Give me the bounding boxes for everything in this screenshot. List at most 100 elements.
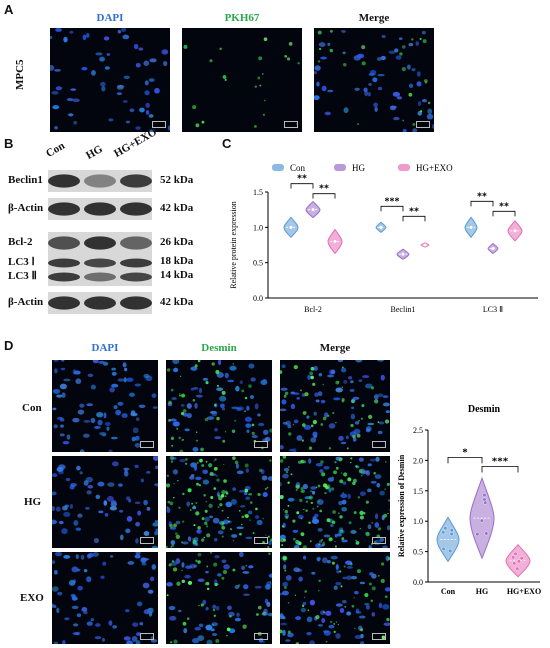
- c-point: [289, 225, 293, 229]
- c-legend-swatch: [398, 164, 410, 171]
- band-kda-4: 14 kDa: [160, 269, 194, 281]
- c-point: [491, 247, 495, 251]
- desmin-expression-chart: Desmin 0.0 0.5 1.0 1.5 2.0 2.5 Relative express…: [397, 404, 541, 596]
- c-ylabel: Relative protein expression: [229, 201, 238, 289]
- panel-a-row-label: MPC5: [14, 59, 26, 90]
- panel-label-a: A: [4, 2, 14, 17]
- c-ytick-label: 1.5: [253, 188, 263, 197]
- d-point: [511, 555, 516, 560]
- blot-band: [48, 272, 80, 282]
- blot-band: [48, 296, 80, 310]
- d-point: [482, 493, 487, 498]
- d-ytick-label: 2.0: [413, 456, 423, 465]
- western-blot-3: [48, 254, 152, 286]
- d-ytick-label: 1.0: [413, 517, 423, 526]
- western-blot-2: [48, 232, 152, 254]
- panel-a-col-merge: Merge: [358, 12, 390, 24]
- band-kda-5: 42 kDa: [160, 296, 194, 308]
- protein-expression-chart: 0.0 0.5 1.0 1.5 Relative protein expression C…: [229, 163, 538, 314]
- d-point: [484, 531, 489, 536]
- micrograph-a-pkh67: [182, 28, 302, 132]
- band-kda-1: 42 kDa: [160, 202, 194, 214]
- d-xtick-label: HG: [476, 587, 488, 596]
- blot-band: [48, 258, 80, 268]
- blot-band: [84, 258, 116, 268]
- d-xtick-label: Con: [441, 587, 456, 596]
- d-sig-label: ***: [492, 455, 509, 467]
- blot-band: [120, 258, 152, 268]
- panel-d-row-hg: HG: [24, 496, 42, 508]
- c-legend-label: Con: [290, 163, 306, 173]
- c-point: [333, 239, 337, 243]
- c-sig-bracket: [312, 193, 336, 199]
- c-legend-label: HG+EXO: [416, 163, 453, 173]
- c-point: [401, 252, 405, 256]
- c-xtick-label: Bcl-2: [304, 305, 322, 314]
- c-ytick-label: 0.5: [253, 259, 263, 268]
- d-ytick-label: 0.5: [413, 548, 423, 557]
- micrograph-d-con-desmin: [166, 360, 272, 452]
- blot-band: [120, 296, 152, 310]
- blot-band: [84, 236, 116, 250]
- c-sig-bracket: [470, 200, 494, 207]
- d-point: [441, 530, 446, 535]
- panel-d-row-con: Con: [22, 402, 42, 414]
- blot-band: [48, 174, 80, 188]
- d-point: [512, 561, 517, 566]
- lane-label-con: Con: [44, 139, 67, 160]
- panel-d-col-dapi: DAPI: [91, 342, 119, 354]
- panel-label-b: B: [4, 136, 14, 151]
- d-point: [515, 566, 520, 571]
- blot-band: [84, 272, 116, 282]
- c-sig-bracket: [492, 210, 516, 217]
- d-point: [519, 556, 524, 561]
- c-sig-label: **: [409, 206, 419, 217]
- c-ytick-label: 1.0: [253, 223, 263, 232]
- d-point: [449, 532, 454, 537]
- western-blot-0: [48, 170, 152, 192]
- micrograph-d-hg-desmin: [166, 456, 272, 548]
- d-sig-label: *: [462, 446, 468, 458]
- blot-band: [120, 236, 152, 250]
- d-point: [449, 528, 454, 533]
- d-title: Desmin: [468, 404, 501, 415]
- d-ylabel: Relative expression of Desmin: [397, 454, 406, 557]
- micrograph-d-exo-merge: [280, 552, 390, 644]
- c-point: [469, 225, 473, 229]
- micrograph-d-exo-desmin: [166, 552, 272, 644]
- panel-label-d: D: [4, 338, 14, 353]
- panel-d-row-exo: EXO: [20, 592, 44, 604]
- d-point: [475, 532, 480, 537]
- western-blot-1: [48, 198, 152, 220]
- band-kda-0: 52 kDa: [160, 174, 194, 186]
- micrograph-a-dapi: [50, 28, 170, 132]
- c-point: [423, 243, 427, 247]
- c-xtick-label: Beclin1: [391, 305, 416, 314]
- panel-a-col-dapi: DAPI: [96, 12, 124, 24]
- band-kda-2: 26 kDa: [160, 236, 194, 248]
- c-sig-bracket: [380, 205, 404, 212]
- c-sig-bracket: [402, 215, 426, 222]
- c-sig-label: **: [499, 201, 509, 212]
- western-blot-5: [48, 292, 152, 314]
- c-point: [311, 208, 315, 212]
- band-label-2: Bcl-2: [8, 236, 33, 248]
- c-sig-label: **: [477, 191, 487, 202]
- blot-band: [120, 174, 152, 188]
- band-label-3: LC3 Ⅰ: [8, 256, 35, 268]
- d-ytick-label: 0.0: [413, 578, 423, 587]
- micrograph-d-exo-dapi: [52, 552, 158, 644]
- d-point: [516, 559, 521, 564]
- c-ytick-label: 0.0: [253, 294, 263, 303]
- panel-d-col-merge: Merge: [319, 342, 351, 354]
- c-xtick-label: LC3 Ⅱ: [483, 305, 503, 314]
- panel-a-col-pkh67: PKH67: [224, 12, 260, 24]
- c-point: [513, 229, 517, 233]
- lane-label-hg: HG: [84, 143, 105, 162]
- d-point: [513, 551, 518, 556]
- band-label-0: Beclin1: [8, 174, 43, 186]
- c-sig-label: **: [297, 174, 307, 185]
- c-sig-label: ***: [385, 196, 400, 207]
- d-xtick-label: HG+EXO: [507, 587, 541, 596]
- micrograph-d-hg-merge: [280, 456, 390, 548]
